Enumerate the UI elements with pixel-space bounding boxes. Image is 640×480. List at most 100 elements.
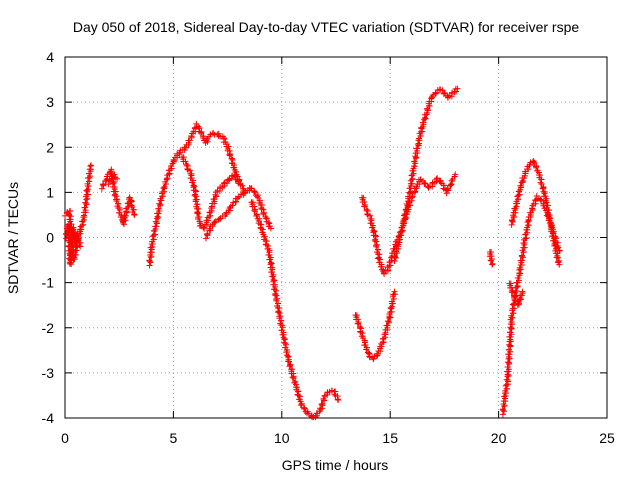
series-s7 [202, 184, 274, 242]
data-point [520, 179, 527, 186]
data-point [191, 183, 198, 190]
data-point [66, 259, 73, 266]
data-point [546, 220, 553, 227]
data-point [422, 115, 429, 122]
data-point [413, 183, 420, 190]
data-point [226, 152, 233, 159]
data-point [444, 185, 451, 192]
series-s3 [98, 166, 138, 228]
data-point [182, 158, 189, 165]
data-point [319, 400, 326, 407]
data-point [517, 182, 524, 189]
data-point [271, 277, 278, 284]
series-s5 [146, 120, 248, 269]
data-point [399, 227, 406, 234]
y-axis-label: SDTVAR / TECUs [5, 182, 21, 294]
data-point [371, 228, 378, 235]
data-point [546, 207, 553, 214]
data-point [254, 211, 261, 218]
x-tick-label: 0 [61, 430, 69, 446]
series-s8 [248, 199, 342, 421]
data-point [439, 87, 446, 94]
data-point [506, 329, 513, 336]
data-point [412, 188, 419, 195]
data-point [84, 191, 91, 198]
data-point [212, 191, 219, 198]
data-point [83, 187, 90, 194]
data-point [220, 180, 227, 187]
data-point [163, 175, 170, 182]
data-point [194, 209, 201, 216]
data-point [376, 251, 383, 258]
data-point [254, 193, 261, 200]
data-point [176, 150, 183, 157]
grid [65, 57, 607, 418]
data-point [285, 358, 292, 365]
x-axis-label: GPS time / hours [282, 457, 389, 473]
data-point [251, 208, 258, 215]
series-s9 [352, 288, 399, 363]
data-point [268, 260, 275, 267]
y-tick-label: -1 [42, 275, 55, 291]
data-point [156, 200, 163, 207]
data-point [229, 202, 236, 209]
data-point [521, 239, 528, 246]
data-point [267, 225, 274, 232]
data-point [507, 342, 514, 349]
series-s2 [62, 221, 84, 268]
series-s14 [508, 158, 563, 268]
data-point [514, 274, 521, 281]
series-s13 [499, 193, 563, 418]
y-tick-label: 2 [46, 139, 54, 155]
data-point [380, 339, 387, 346]
data-point [388, 308, 395, 315]
series-s6 [179, 154, 242, 232]
data-point [551, 242, 558, 249]
data-point [67, 241, 74, 248]
data-point [387, 314, 394, 321]
data-point [403, 215, 410, 222]
data-point [146, 257, 153, 264]
data-point [251, 189, 258, 196]
data-point [88, 162, 95, 169]
data-point [433, 176, 440, 183]
data-point [198, 129, 205, 136]
data-point [509, 289, 516, 296]
series-s10 [359, 85, 461, 277]
data-point [225, 143, 232, 150]
data-point [510, 310, 517, 317]
data-point [204, 230, 211, 237]
data-point [216, 216, 223, 223]
data-point [67, 254, 74, 261]
data-point [488, 257, 495, 264]
data-point [301, 405, 308, 412]
axis-ticks: 0 5 10 15 20 25 -4 -3 -2 -1 0 1 2 3 4 [42, 49, 615, 446]
data-point [412, 153, 419, 160]
data-point [537, 196, 544, 203]
data-point [320, 395, 327, 402]
data-point [110, 179, 117, 186]
data-point [391, 253, 398, 260]
data-point [409, 193, 416, 200]
data-point [212, 218, 219, 225]
data-point [454, 85, 461, 92]
data-point [516, 191, 523, 198]
data-point [128, 202, 135, 209]
x-tick-label: 20 [491, 430, 507, 446]
data-point [374, 350, 381, 357]
data-point [400, 218, 407, 225]
data-point [528, 205, 535, 212]
data-point [269, 273, 276, 280]
data-point [419, 128, 426, 135]
data-point [377, 263, 384, 270]
data-point [543, 199, 550, 206]
y-tick-label: -4 [42, 410, 55, 426]
data-point [504, 371, 511, 378]
data-point [526, 162, 533, 169]
data-point [387, 304, 394, 311]
data-point [160, 185, 167, 192]
data-point [117, 214, 124, 221]
y-tick-label: -2 [42, 320, 55, 336]
data-point [191, 192, 198, 199]
